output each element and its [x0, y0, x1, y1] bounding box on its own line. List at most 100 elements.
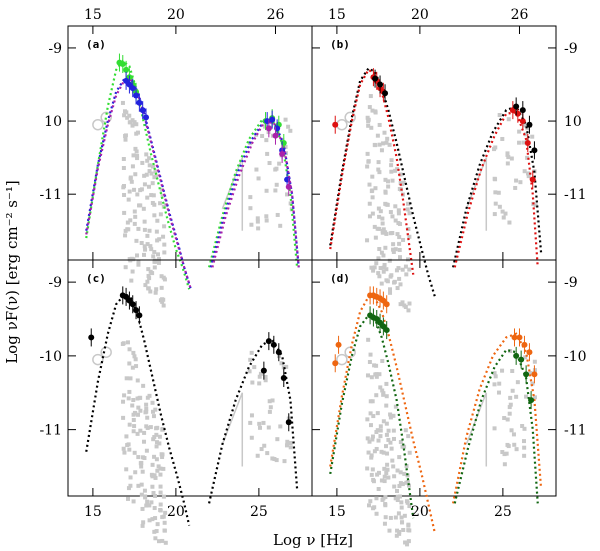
panel-4: 15 20 25 -9 -10 -11 (d) — [311, 259, 587, 547]
archival-point — [129, 179, 134, 184]
archival-point — [160, 299, 165, 304]
y-axis-title: Log νF(ν) [erg cm⁻² s⁻¹] — [3, 180, 21, 364]
archival-point — [389, 169, 394, 174]
archival-point — [152, 435, 157, 440]
archival-point — [372, 265, 377, 270]
series-purple-model — [85, 79, 192, 290]
archival-point — [153, 536, 158, 541]
archival-point — [122, 109, 127, 114]
archival-point — [375, 133, 380, 138]
archival-circle — [92, 353, 104, 366]
archival-point — [388, 210, 393, 215]
archival-point — [371, 268, 376, 273]
archival-point — [405, 473, 410, 478]
series-purple-ic — [211, 121, 300, 268]
archival-point — [373, 235, 378, 240]
archival-point — [145, 499, 150, 504]
data-point-purple-data — [285, 183, 292, 190]
archival-point — [493, 374, 498, 379]
archival-point — [162, 277, 167, 282]
archival-point — [398, 481, 403, 486]
archival-point — [378, 424, 383, 429]
data-point-black-data — [275, 349, 282, 356]
archival-point — [151, 414, 156, 419]
archival-point — [131, 417, 136, 422]
archival-point — [147, 518, 152, 523]
y-tick-label-right: -9 — [564, 41, 578, 57]
archival-point — [144, 448, 149, 453]
data-point-black-data — [270, 341, 277, 348]
archival-point — [144, 172, 149, 177]
archival-point — [272, 457, 277, 462]
archival-point — [248, 195, 253, 200]
archival-point — [133, 357, 138, 362]
archival-point — [381, 419, 386, 424]
archival-point — [402, 471, 407, 476]
archival-point — [162, 528, 167, 533]
series-red-ic — [453, 111, 539, 268]
archival-point — [131, 499, 136, 504]
archival-point — [134, 238, 139, 243]
archival-point — [375, 411, 380, 416]
archival-point — [125, 340, 130, 345]
archival-point — [263, 378, 268, 383]
archival-point — [387, 142, 392, 147]
archival-point — [142, 227, 147, 232]
archival-point — [275, 437, 280, 442]
data-point-orange-data — [335, 341, 342, 348]
archival-point — [405, 480, 410, 485]
archival-point — [383, 515, 388, 520]
archival-point — [285, 192, 290, 197]
archival-point — [384, 403, 389, 408]
data-point-green-data — [513, 352, 520, 359]
archival-point — [514, 178, 519, 183]
archival-point — [134, 364, 139, 369]
archival-point — [387, 287, 392, 292]
data-point-orange-data — [521, 341, 528, 348]
archival-point — [121, 399, 126, 404]
archival-point — [375, 428, 380, 433]
archival-point — [135, 378, 140, 383]
archival-point — [132, 424, 137, 429]
archival-point — [396, 266, 401, 271]
data-point-green-data — [383, 327, 390, 334]
archival-point — [122, 450, 127, 455]
archival-point — [392, 474, 397, 479]
archival-point — [132, 354, 137, 359]
archival-point — [407, 267, 412, 272]
archival-point — [151, 491, 156, 496]
data-point-green-data — [123, 66, 130, 73]
data-point-black-data — [260, 367, 267, 374]
archival-point — [136, 259, 141, 264]
archival-point — [133, 146, 138, 151]
archival-point — [145, 242, 150, 247]
archival-point — [144, 424, 149, 429]
archival-point — [375, 472, 380, 477]
y-tick-label-left: -11 — [39, 423, 62, 439]
archival-point — [249, 435, 254, 440]
archival-point — [142, 252, 147, 257]
archival-point — [397, 455, 402, 460]
archival-point — [390, 458, 395, 463]
archival-point — [140, 506, 145, 511]
archival-point — [388, 440, 393, 445]
archival-point — [497, 204, 502, 209]
x-tick-label-bottom: 15 — [328, 504, 346, 520]
archival-point — [381, 391, 386, 396]
panels-group: 15 20 26 -9 10 -11 (a) 15 20 26 -9 10 -11 (b) 15 20 25 -9… — [39, 7, 587, 547]
archival-point — [395, 286, 400, 291]
archival-point — [399, 515, 404, 520]
y-tick-label-left: -9 — [48, 41, 62, 57]
archival-point — [525, 155, 530, 160]
archival-point — [146, 273, 151, 278]
archival-point — [376, 256, 381, 261]
archival-point — [128, 218, 133, 223]
data-point-orange-data — [511, 334, 518, 341]
archival-point — [148, 425, 153, 430]
archival-point — [154, 440, 159, 445]
archival-point — [126, 442, 131, 447]
archival-point — [158, 212, 163, 217]
archival-point — [147, 503, 152, 508]
archival-point — [377, 372, 382, 377]
archival-circle — [100, 111, 112, 124]
